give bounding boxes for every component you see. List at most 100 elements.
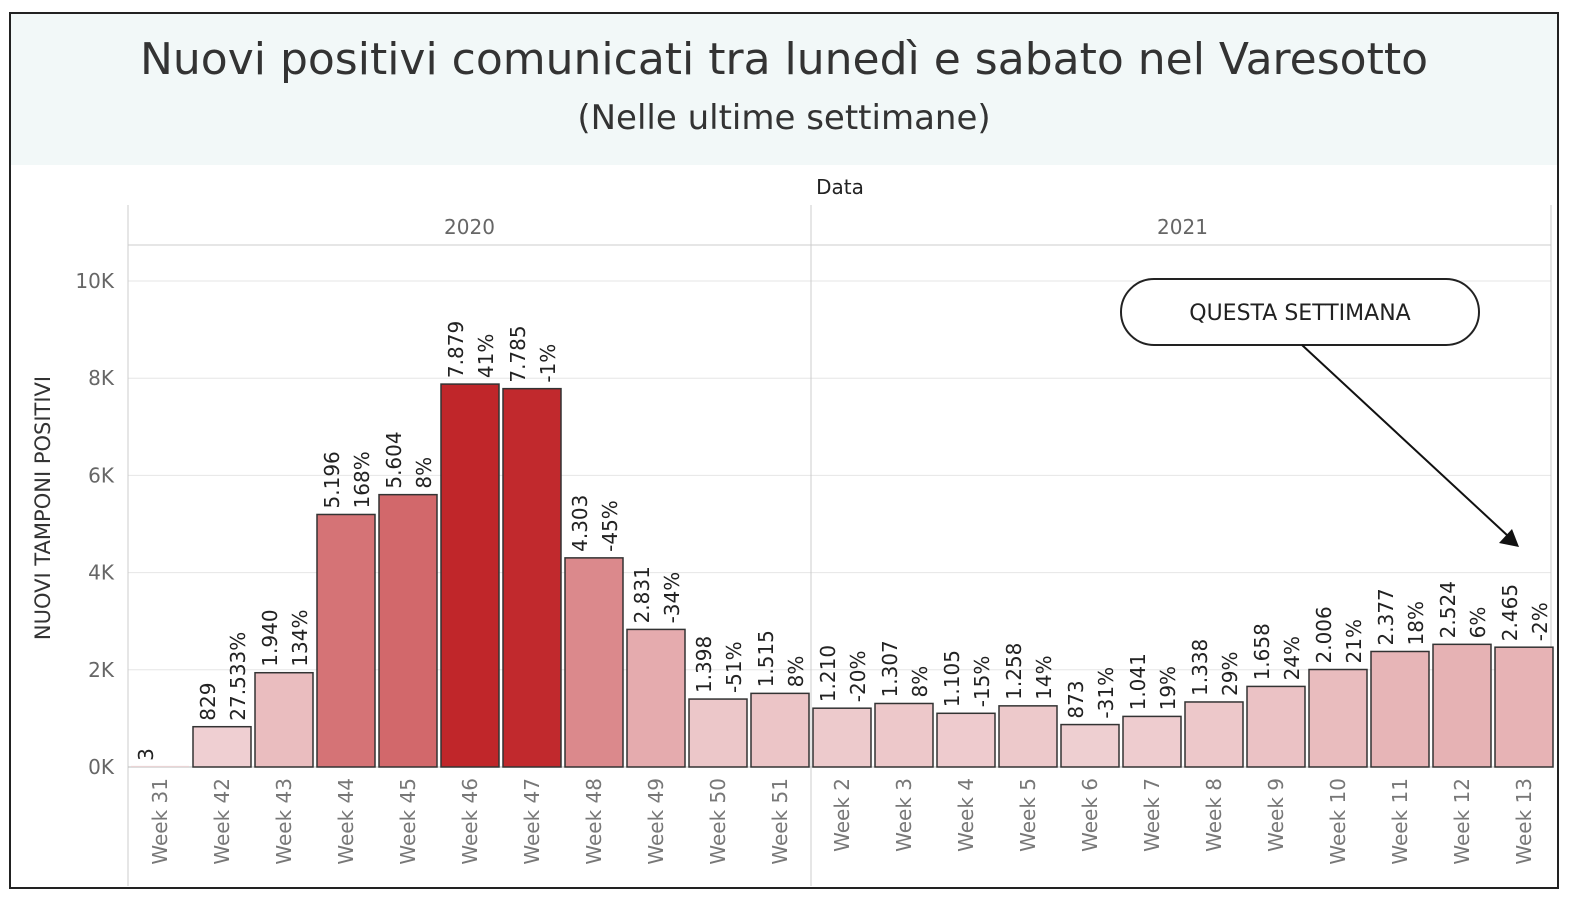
bar xyxy=(1370,650,1430,768)
pct-label: 27.533% xyxy=(226,632,250,721)
value-label: 1.658 xyxy=(1250,623,1274,680)
bar xyxy=(131,765,189,767)
bar xyxy=(750,692,810,768)
pct-label: 14% xyxy=(1032,655,1056,699)
axes: Data NUOVI TAMPONI POSITIVI 0K 2K 4K 6K 8K 10… xyxy=(31,175,1536,865)
value-label: 1.210 xyxy=(816,645,840,702)
pct-label: 8% xyxy=(784,656,808,688)
value-label: 1.105 xyxy=(940,650,964,707)
bar xyxy=(1308,668,1368,768)
x-tick-label: Week 7 xyxy=(1140,778,1164,852)
bar xyxy=(812,707,872,768)
y-tick-label: 6K xyxy=(88,463,115,487)
bar xyxy=(874,702,934,768)
x-tick-label: Week 43 xyxy=(272,778,296,865)
bar xyxy=(1060,723,1120,768)
pct-label: 29% xyxy=(1218,652,1242,696)
pct-label: 134% xyxy=(288,610,312,667)
value-label: 829 xyxy=(196,683,220,721)
x-tick-label: Week 31 xyxy=(148,778,172,865)
x-tick-label: Week 49 xyxy=(644,778,668,865)
value-label: 7.879 xyxy=(444,321,468,378)
y-tick-label: 0K xyxy=(88,755,115,779)
value-label: 1.338 xyxy=(1188,639,1212,696)
pct-label: -31% xyxy=(1094,667,1118,719)
x-tick-label: Week 4 xyxy=(954,778,978,852)
pct-label: 8% xyxy=(908,666,932,698)
bar xyxy=(1432,643,1492,768)
bar xyxy=(440,383,500,768)
annotation-text: QUESTA SETTIMANA xyxy=(1189,301,1410,326)
annotation: QUESTA SETTIMANA xyxy=(1120,278,1519,547)
pct-label: -51% xyxy=(722,641,746,693)
value-label: 5.196 xyxy=(320,451,344,508)
y-tick-label: 10K xyxy=(75,269,114,293)
value-label: 2.831 xyxy=(630,566,654,623)
pct-label: 168% xyxy=(350,451,374,508)
x-tick-label: Week 50 xyxy=(706,778,730,865)
x-tick-label: Week 13 xyxy=(1512,778,1536,865)
x-tick-label: Week 5 xyxy=(1016,778,1040,852)
x-tick-label: Week 6 xyxy=(1078,778,1102,852)
value-label: 2.524 xyxy=(1436,581,1460,638)
value-label: 1.258 xyxy=(1002,643,1026,700)
value-label: 1.515 xyxy=(754,630,778,687)
value-label: 2.465 xyxy=(1498,584,1522,641)
pct-label: -15% xyxy=(970,656,994,708)
x-tick-label: Week 51 xyxy=(768,778,792,865)
pct-label: -34% xyxy=(660,572,684,624)
value-label: 1.940 xyxy=(258,609,282,666)
bar xyxy=(1246,685,1306,768)
bar xyxy=(192,725,252,768)
bar xyxy=(688,698,748,768)
group-label: 2020 xyxy=(444,215,495,239)
header-band: Nuovi positivi comunicati tra lunedì e s… xyxy=(11,14,1557,165)
value-label: 1.398 xyxy=(692,636,716,693)
value-label: 3 xyxy=(134,748,158,761)
bar xyxy=(254,671,314,768)
x-tick-label: Week 3 xyxy=(892,778,916,852)
x-tick-label: Week 10 xyxy=(1326,778,1350,865)
value-label: 2.377 xyxy=(1374,588,1398,645)
chart-title: Nuovi positivi comunicati tra lunedì e s… xyxy=(139,34,1429,85)
pct-label: 41% xyxy=(474,334,498,378)
pct-label: -2% xyxy=(1528,602,1552,641)
chart-subtitle: (Nelle ultime settimane) xyxy=(577,98,991,138)
pct-label: -20% xyxy=(846,651,870,703)
y-tick-label: 4K xyxy=(88,561,115,585)
pct-label: 8% xyxy=(412,457,436,489)
bars xyxy=(131,383,1554,768)
pct-label: 18% xyxy=(1404,601,1428,645)
pct-label: 19% xyxy=(1156,666,1180,710)
x-tick-label: Week 2 xyxy=(830,778,854,852)
x-axis-title: Data xyxy=(816,175,864,199)
pct-label: -45% xyxy=(598,500,622,552)
annotation-arrow-head xyxy=(1499,529,1519,547)
bar xyxy=(502,387,562,768)
y-tick-label: 8K xyxy=(88,366,115,390)
group-label: 2021 xyxy=(1157,215,1208,239)
bar xyxy=(1494,646,1554,768)
x-tick-label: Week 11 xyxy=(1388,778,1412,865)
y-tick-label: 2K xyxy=(88,658,115,682)
x-tick-label: Week 12 xyxy=(1450,778,1474,865)
value-label: 5.604 xyxy=(382,431,406,488)
pct-label: -1% xyxy=(536,344,560,383)
pct-label: 24% xyxy=(1280,636,1304,680)
x-tick-label: Week 42 xyxy=(210,778,234,865)
y-axis-title: NUOVI TAMPONI POSITIVI xyxy=(31,376,55,640)
x-tick-label: Week 47 xyxy=(520,778,544,865)
annotation-box xyxy=(1120,278,1480,346)
x-tick-label: Week 46 xyxy=(458,778,482,865)
value-label: 873 xyxy=(1064,680,1088,718)
x-tick-label: Week 45 xyxy=(396,778,420,865)
bar xyxy=(316,513,376,768)
pct-label: 21% xyxy=(1342,619,1366,663)
x-tick-label: Week 9 xyxy=(1264,778,1288,852)
bar xyxy=(564,557,624,768)
pct-label: 6% xyxy=(1466,607,1490,639)
x-tick-label: Week 48 xyxy=(582,778,606,865)
bar xyxy=(378,493,438,768)
bar xyxy=(936,712,996,768)
